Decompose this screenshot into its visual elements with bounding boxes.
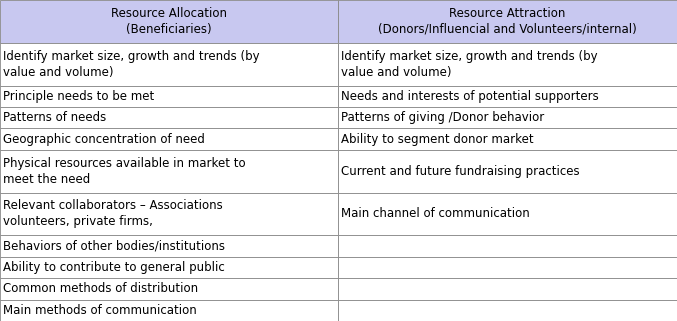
Bar [338,257,677,278]
Bar [338,43,677,86]
Text: Current and future fundraising practices: Current and future fundraising practices [341,165,579,178]
Bar [338,299,677,321]
Bar [338,86,677,107]
Text: Main channel of communication: Main channel of communication [341,207,529,221]
Text: Common methods of distribution: Common methods of distribution [3,282,198,295]
Text: Identify market size, growth and trends (by
value and volume): Identify market size, growth and trends … [3,50,259,79]
Text: Main methods of communication: Main methods of communication [3,304,196,317]
Text: Ability to contribute to general public: Ability to contribute to general public [3,261,225,274]
Bar [338,235,677,257]
Bar [338,193,677,235]
Bar [0,107,338,128]
Text: Relevant collaborators – Associations
volunteers, private firms,: Relevant collaborators – Associations vo… [3,199,223,229]
Bar [338,0,677,43]
Bar [0,86,338,107]
Bar [0,235,338,257]
Text: Resource Allocation
(Beneficiaries): Resource Allocation (Beneficiaries) [111,7,227,36]
Text: Principle needs to be met: Principle needs to be met [3,90,154,103]
Bar [0,43,338,86]
Text: Ability to segment donor market: Ability to segment donor market [341,133,533,146]
Text: Identify market size, growth and trends (by
value and volume): Identify market size, growth and trends … [341,50,597,79]
Bar [338,150,677,193]
Bar [0,150,338,193]
Bar [0,299,338,321]
Text: Patterns of giving /Donor behavior: Patterns of giving /Donor behavior [341,111,544,124]
Text: Behaviors of other bodies/institutions: Behaviors of other bodies/institutions [3,239,225,253]
Bar [0,193,338,235]
Text: Needs and interests of potential supporters: Needs and interests of potential support… [341,90,598,103]
Bar [338,128,677,150]
Bar [0,278,338,299]
Text: Physical resources available in market to
meet the need: Physical resources available in market t… [3,157,245,186]
Bar [0,128,338,150]
Text: Geographic concentration of need: Geographic concentration of need [3,133,204,146]
Bar [338,107,677,128]
Bar [0,0,338,43]
Bar [0,257,338,278]
Text: Patterns of needs: Patterns of needs [3,111,106,124]
Text: Resource Attraction
(Donors/Influencial and Volunteers/internal): Resource Attraction (Donors/Influencial … [378,7,637,36]
Bar [338,278,677,299]
